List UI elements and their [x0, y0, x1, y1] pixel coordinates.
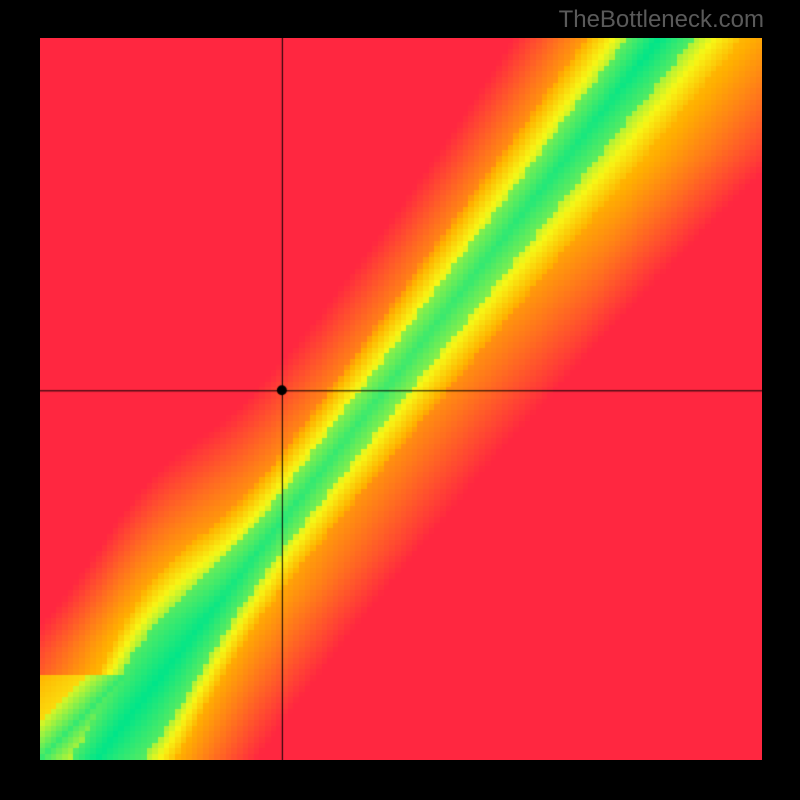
watermark-label: TheBottleneck.com	[559, 6, 764, 34]
chart-container: TheBottleneck.com	[0, 0, 800, 800]
bottleneck-heatmap	[40, 38, 762, 760]
